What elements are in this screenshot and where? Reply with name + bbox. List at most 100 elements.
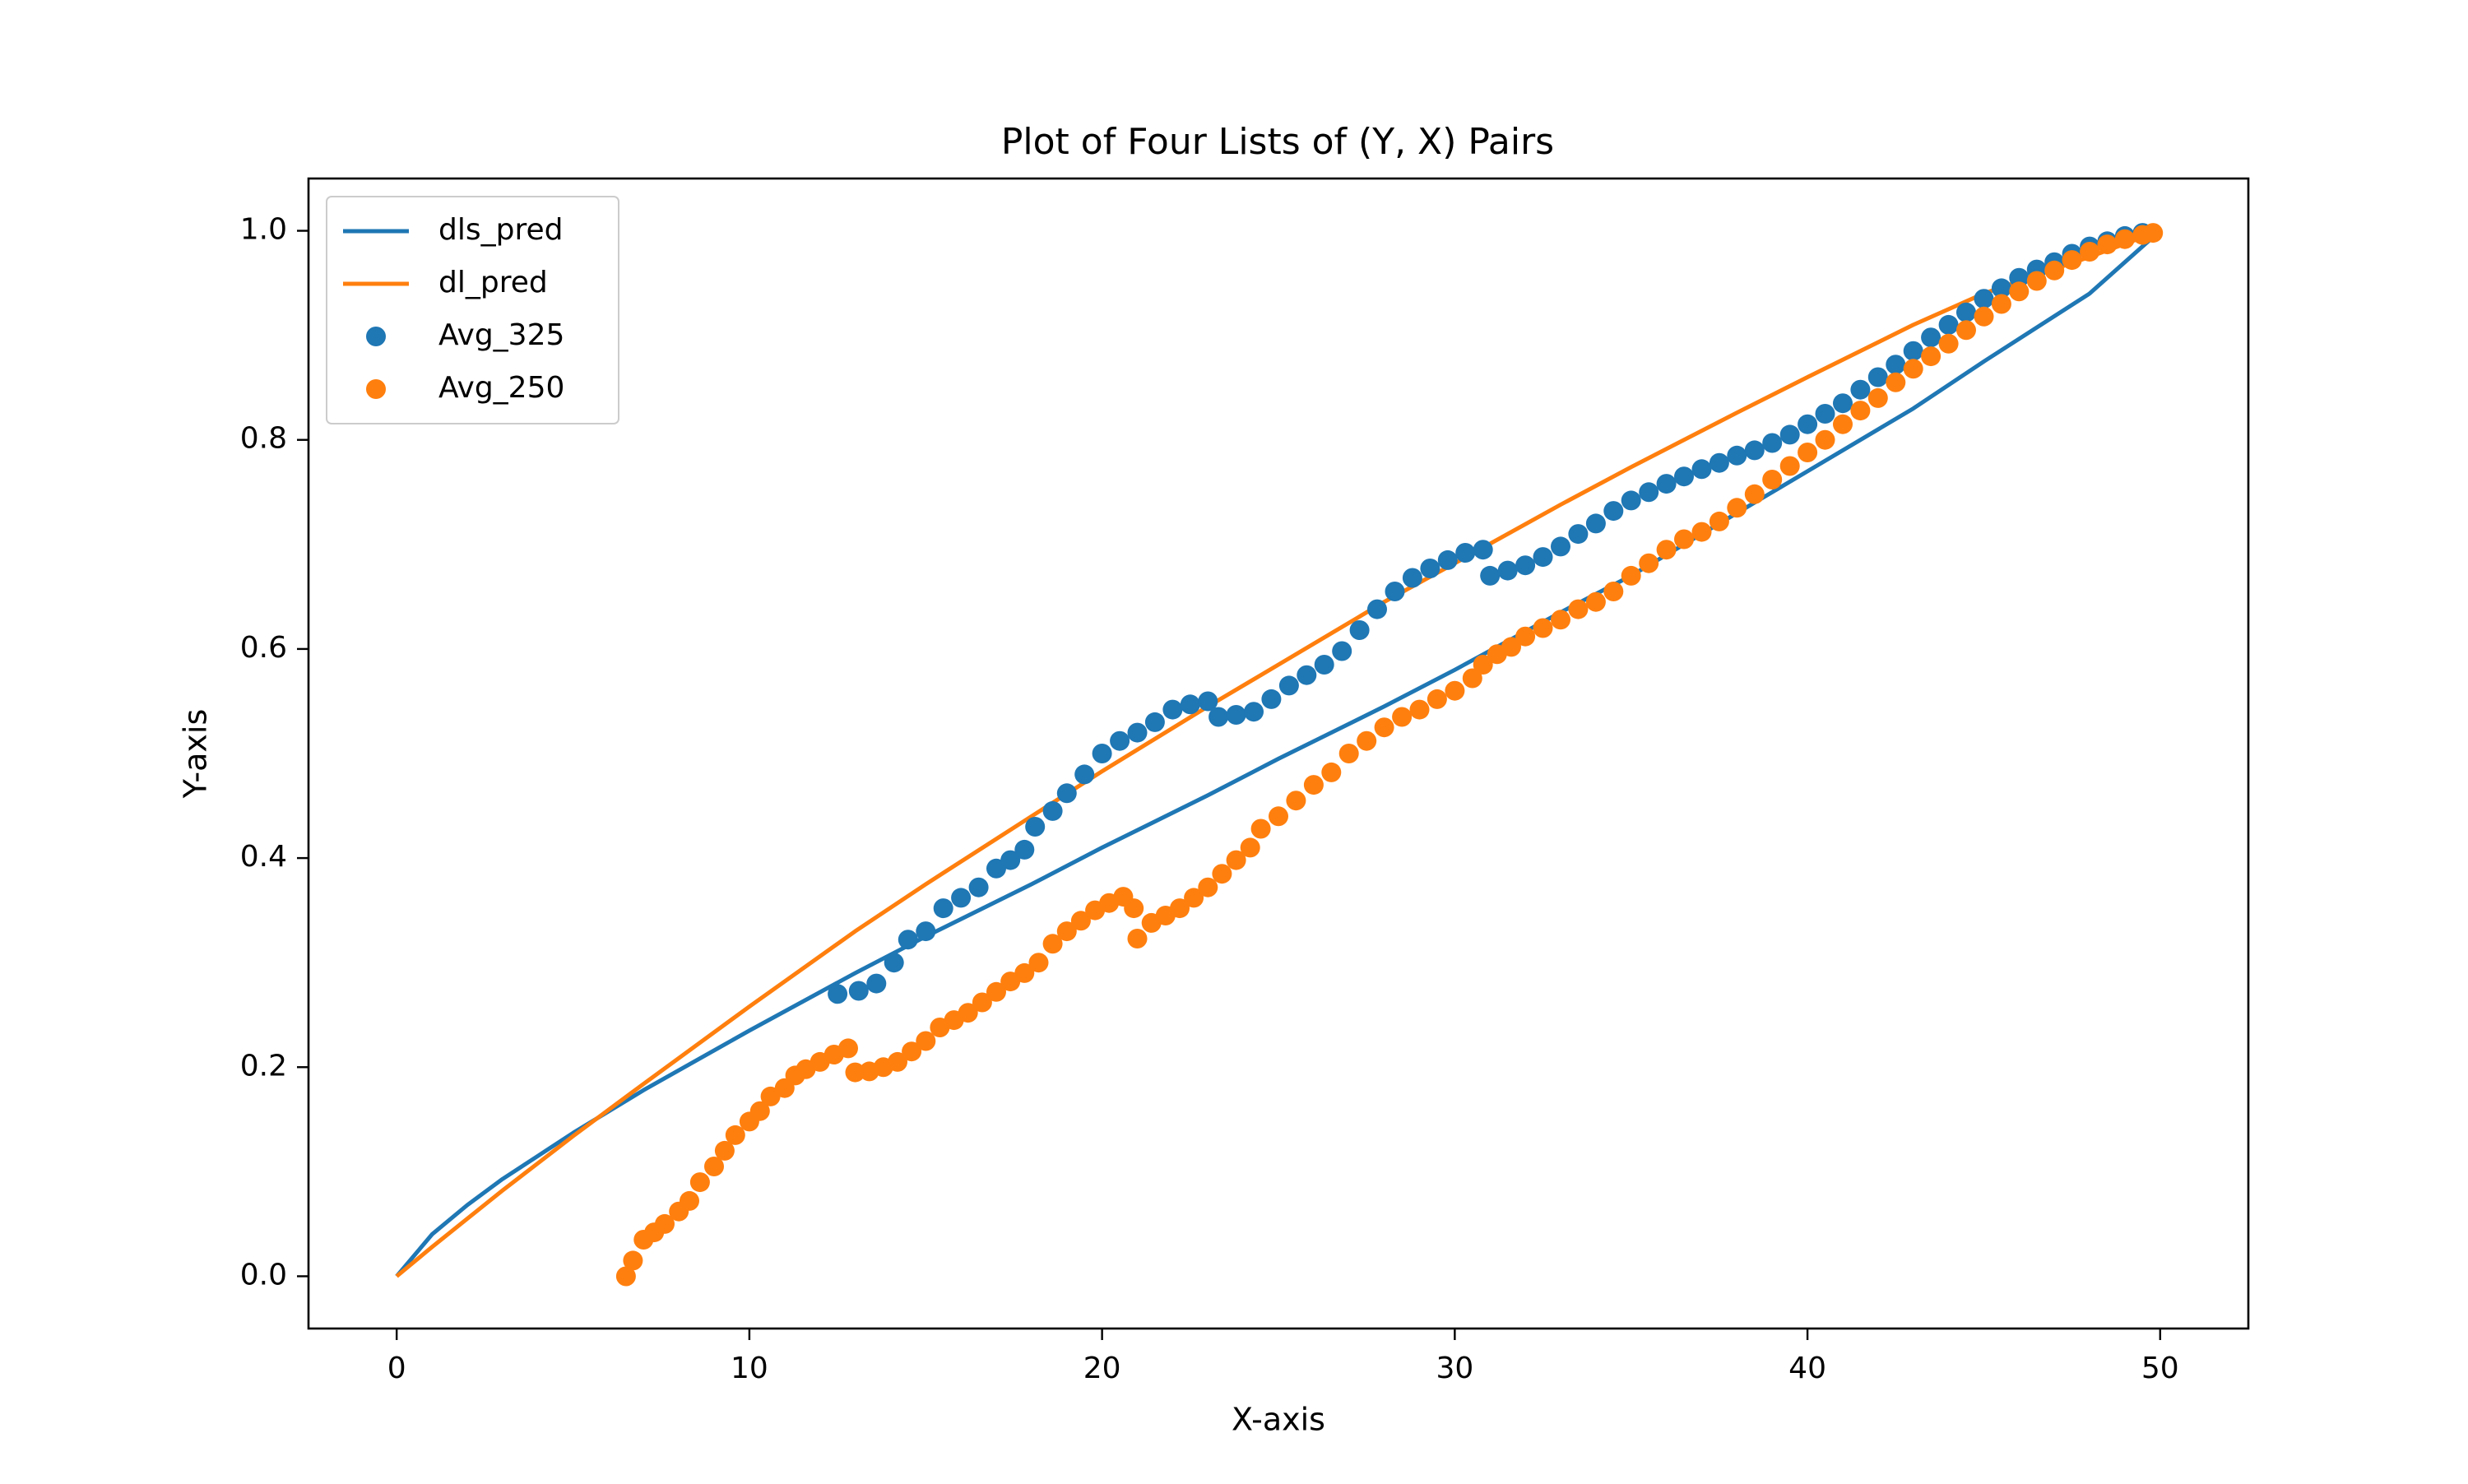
legend-item-Avg_250: Avg_250 — [366, 371, 564, 405]
series-points-Avg_250 — [615, 223, 2164, 1287]
data-point — [1921, 327, 1941, 348]
data-point — [1180, 694, 1200, 715]
data-point — [1455, 543, 1476, 563]
x-tick-label: 30 — [1436, 1352, 1473, 1385]
data-point — [1144, 712, 1165, 732]
data-point — [1269, 806, 1288, 827]
data-point — [1462, 668, 1482, 689]
data-point — [1744, 484, 1765, 504]
data-point — [1938, 333, 1959, 354]
data-point — [972, 992, 992, 1013]
data-point — [1110, 730, 1130, 751]
data-point — [1815, 429, 1835, 450]
data-point — [1497, 560, 1518, 581]
data-point — [1056, 921, 1077, 942]
chart-title: Plot of Four Lists of (Y, X) Pairs — [1001, 121, 1554, 163]
data-point — [1639, 482, 1659, 503]
data-point — [1833, 393, 1853, 414]
data-point — [1314, 655, 1334, 675]
data-point — [1568, 599, 1589, 619]
data-point — [1028, 953, 1049, 973]
data-point — [1374, 717, 1394, 738]
data-point — [1956, 320, 1976, 341]
data-point — [1402, 568, 1422, 588]
data-point — [1867, 387, 1888, 408]
data-point — [2044, 260, 2065, 281]
data-point — [1585, 591, 1606, 612]
x-tick-label: 20 — [1083, 1352, 1121, 1385]
data-point — [1709, 452, 1729, 473]
data-point — [1212, 864, 1232, 884]
data-point — [1603, 582, 1624, 601]
data-point — [1762, 470, 1783, 489]
data-point — [1956, 302, 1976, 322]
y-tick-label: 1.0 — [240, 213, 287, 247]
data-point — [1184, 888, 1204, 908]
x-tick-label: 40 — [1788, 1352, 1826, 1385]
data-point — [1674, 466, 1694, 487]
plot-frame — [307, 177, 2250, 1330]
data-point — [2009, 267, 2030, 288]
y-tick-label: 0.6 — [240, 631, 287, 665]
data-point — [1074, 764, 1095, 785]
series-line-dls_pred — [395, 229, 2162, 1278]
data-point — [1515, 555, 1536, 576]
data-point — [2097, 234, 2118, 255]
data-point — [623, 1250, 643, 1271]
data-point — [1427, 689, 1447, 709]
data-point — [1278, 675, 1299, 696]
data-point — [838, 1038, 858, 1059]
data-point — [680, 1190, 699, 1211]
data-point — [968, 877, 989, 897]
data-point — [1286, 791, 1306, 811]
data-point — [1208, 707, 1229, 727]
data-point — [1568, 524, 1589, 545]
data-point — [704, 1157, 724, 1176]
data-point — [1244, 702, 1264, 722]
data-point — [1938, 314, 1959, 335]
data-point — [1127, 929, 1148, 948]
y-tick-label: 0.2 — [240, 1049, 287, 1083]
data-point — [1056, 783, 1077, 804]
data-point — [902, 1041, 922, 1062]
data-point — [2080, 242, 2100, 262]
data-point — [1070, 911, 1091, 931]
data-point — [1585, 513, 1606, 534]
data-point — [1198, 691, 1218, 712]
data-point — [1551, 536, 1570, 557]
data-point — [1515, 626, 1536, 647]
data-point — [1727, 498, 1747, 518]
data-point — [1551, 610, 1570, 630]
data-point — [1162, 699, 1183, 720]
legend: dls_pred dl_pred Avg_325 Avg_250 — [326, 196, 619, 424]
data-point — [1656, 540, 1677, 560]
data-point — [1321, 762, 1342, 782]
data-point — [1480, 565, 1501, 586]
data-point — [1124, 898, 1144, 919]
data-point — [884, 953, 904, 973]
data-point — [749, 1101, 770, 1121]
data-point — [1170, 898, 1190, 919]
data-point — [1533, 547, 1553, 568]
legend-item-Avg_325: Avg_325 — [366, 318, 564, 352]
data-point — [1850, 379, 1871, 400]
series-line-dl_pred — [395, 229, 2161, 1278]
data-point — [1533, 618, 1553, 638]
data-point — [1025, 817, 1046, 837]
data-point — [1656, 474, 1677, 494]
data-point — [655, 1213, 675, 1234]
data-point — [1903, 341, 1923, 361]
data-point — [1501, 637, 1521, 657]
data-point — [1042, 934, 1063, 954]
data-point — [1903, 359, 1923, 379]
data-point — [1798, 443, 1818, 462]
data-point — [1349, 620, 1370, 640]
data-point — [1674, 529, 1694, 550]
plot-area — [395, 223, 2164, 1287]
legend-label: dl_pred — [438, 266, 548, 299]
data-point — [1420, 559, 1440, 578]
data-point — [1367, 599, 1387, 619]
data-point — [958, 1003, 978, 1023]
